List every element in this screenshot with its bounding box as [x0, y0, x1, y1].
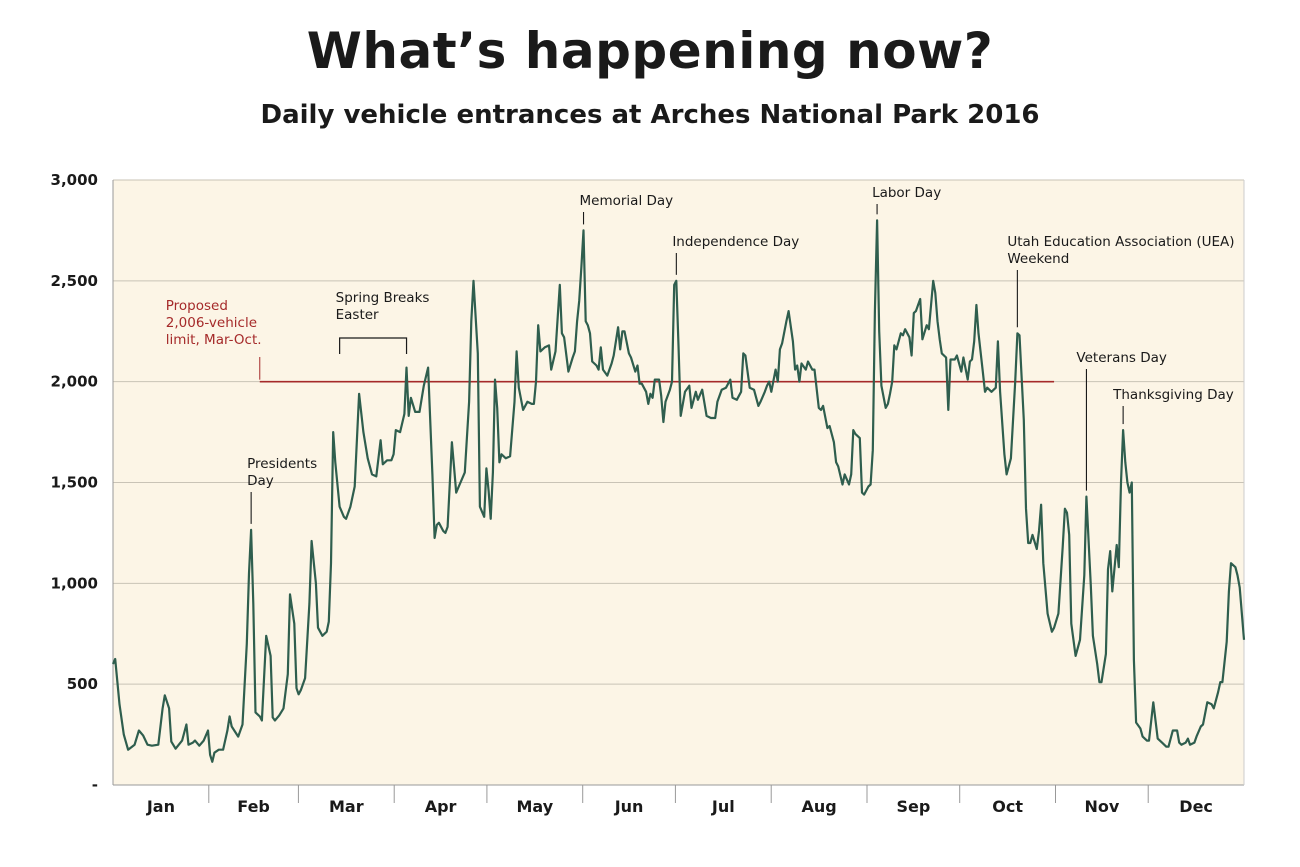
x-tick-label-feb: Feb [237, 797, 270, 816]
x-tick-label-may: May [516, 797, 553, 816]
x-tick-label-dec: Dec [1179, 797, 1213, 816]
limit-label: 2,006-vehicle [166, 315, 257, 331]
x-tick-label-sep: Sep [896, 797, 930, 816]
annotation-label: Thanksgiving Day [1112, 387, 1234, 403]
annotation-bracket [339, 337, 408, 354]
chart-title: What’s happening now? [306, 22, 994, 80]
limit-label: limit, Mar-Oct. [166, 332, 262, 348]
x-tick-label-jan: Jan [146, 797, 175, 816]
chart-subtitle: Daily vehicle entrances at Arches Nation… [260, 100, 1040, 130]
annotation-label: Veterans Day [1076, 350, 1166, 366]
y-tick-label: 2,000 [51, 373, 98, 391]
limit-label: Proposed [166, 298, 228, 314]
annotation-label: Independence Day [672, 234, 799, 250]
annotation-label: Weekend [1007, 251, 1069, 267]
annotation-label: Labor Day [872, 185, 941, 201]
annotation-label: Presidents [247, 456, 317, 472]
x-tick-label-jul: Jul [711, 797, 735, 816]
annotation-label: Spring Breaks [336, 290, 430, 306]
x-tick-label-mar: Mar [329, 797, 364, 816]
y-tick-label: 1,500 [51, 474, 98, 492]
annotation-label: Memorial Day [580, 193, 674, 209]
series-line [111, 219, 1246, 763]
annotation-label: Utah Education Association (UEA) [1007, 234, 1234, 250]
y-tick-label: 3,000 [51, 171, 98, 189]
y-tick-label: 500 [67, 675, 98, 693]
x-tick-label-aug: Aug [801, 797, 836, 816]
annotation-label: Easter [336, 307, 379, 323]
y-tick-label: - [92, 776, 98, 794]
x-tick-label-apr: Apr [425, 797, 457, 816]
x-tick-label-oct: Oct [992, 797, 1023, 816]
annotation-label: Day [247, 473, 274, 489]
x-tick-label-jun: Jun [614, 797, 644, 816]
y-tick-label: 1,000 [51, 574, 98, 592]
x-tick-label-nov: Nov [1084, 797, 1119, 816]
y-tick-label: 2,500 [51, 272, 98, 290]
